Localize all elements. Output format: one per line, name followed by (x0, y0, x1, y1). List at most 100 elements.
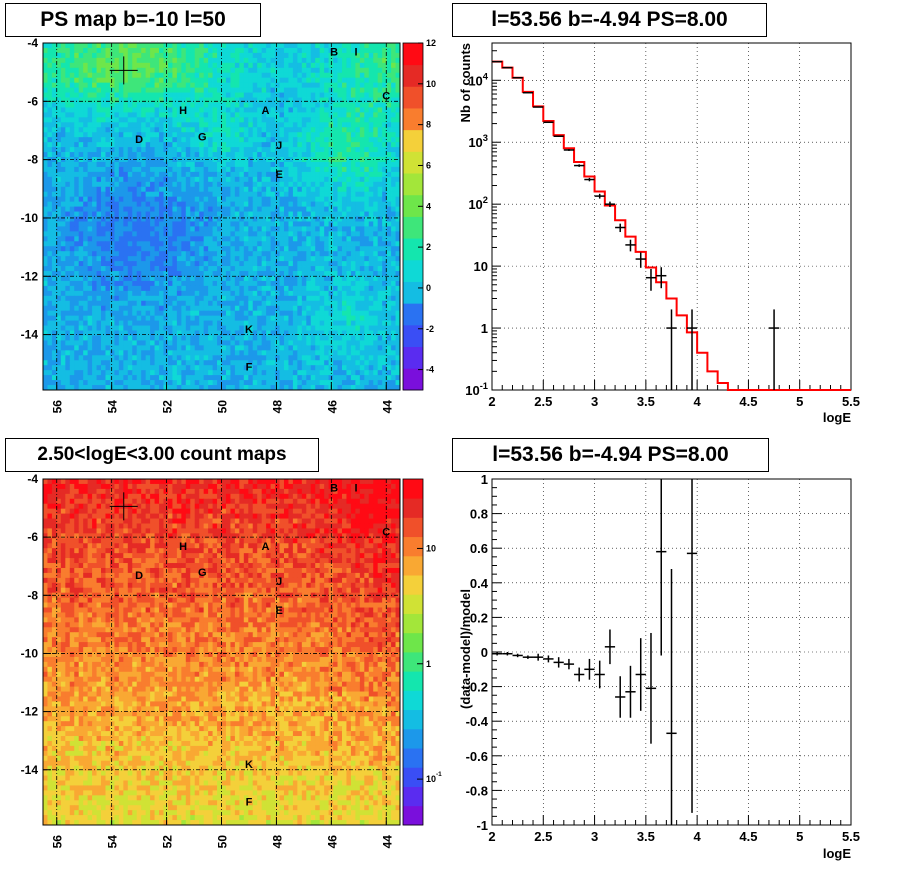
ps-pixel (382, 82, 388, 89)
ps-pixel (359, 320, 365, 326)
ps-pixel (333, 320, 338, 326)
ps-pixel (60, 102, 66, 108)
ps-pixel (150, 57, 155, 64)
ps-pixel (87, 57, 93, 64)
ps-pixel (257, 171, 263, 178)
ps-pixel (373, 285, 379, 292)
ps-pixel (346, 82, 352, 89)
ps-pixel (248, 271, 254, 277)
ps-pixel (109, 191, 115, 198)
ps-pixel (74, 271, 80, 277)
ps-pixel (382, 57, 388, 64)
ps-pixel (319, 47, 325, 54)
ps-pixel (96, 320, 102, 326)
ps-pixel (275, 72, 280, 79)
ps-pixel (167, 251, 173, 257)
ps-pixel (346, 295, 352, 302)
ps-pixel (118, 295, 124, 302)
ps-pixel (310, 271, 316, 277)
ps-pixel (163, 256, 169, 262)
ps-pixel (127, 132, 133, 138)
ps-pixel (92, 231, 97, 237)
ps-pixel (243, 107, 249, 113)
ps-pixel (377, 300, 383, 307)
ps-pixel (181, 57, 187, 64)
ps-pixel (69, 43, 75, 49)
ps-pixel (297, 226, 303, 232)
ps-pixel (43, 231, 48, 237)
ps-pixel (212, 300, 218, 307)
ps-pixel (203, 132, 209, 138)
ps-pixel (87, 186, 93, 193)
ps-pixel (288, 196, 294, 203)
ps-pixel (60, 43, 66, 49)
ps-pixel (96, 221, 102, 227)
ps-pixel (359, 196, 365, 203)
ps-pixel (306, 196, 312, 203)
ps-pixel (355, 117, 361, 123)
ps-pixel (333, 226, 338, 232)
ps-pixel (69, 285, 75, 292)
ps-pixel (297, 251, 303, 257)
ps-pixel (279, 122, 285, 128)
ps-pixel (167, 221, 173, 227)
ps-pixel (306, 47, 312, 54)
ps-pixel (141, 340, 147, 346)
ps-pixel (275, 266, 280, 272)
ps-pixel (297, 211, 303, 217)
ps-pixel (105, 152, 111, 158)
ps-pixel (123, 82, 129, 89)
ps-pixel (83, 43, 89, 49)
ps-pixel (257, 196, 263, 203)
ps-pixel (288, 47, 294, 54)
ps-pixel (127, 107, 133, 113)
ps-pixel (319, 72, 325, 79)
ps-pixel (257, 47, 263, 54)
ps-pixel (283, 62, 289, 69)
ps-pixel (319, 166, 325, 173)
ps-pixel (368, 92, 374, 98)
ps-pixel (87, 325, 93, 331)
ps-pixel (292, 221, 298, 227)
ps-pixel (136, 82, 142, 89)
ps-pixel (199, 216, 205, 222)
ps-pixel (92, 43, 97, 49)
ps-pixel (328, 171, 334, 178)
ps-pixel (203, 161, 209, 168)
ps-pixel (355, 246, 361, 252)
ps-pixel (243, 206, 249, 212)
ps-pixel (382, 77, 388, 84)
ps-pixel (350, 43, 356, 49)
ps-pixel (194, 186, 200, 193)
ps-pixel (306, 97, 312, 103)
ps-pixel (190, 171, 196, 178)
ps-pixel (275, 147, 280, 153)
ps-pixel (230, 320, 236, 326)
ps-pixel (230, 201, 236, 207)
ps-pixel (261, 261, 267, 267)
ps-pixel (212, 152, 218, 158)
ps-pixel (324, 196, 329, 203)
ps-pixel (92, 166, 97, 173)
ps-pixel (324, 266, 329, 272)
ps-pixel (74, 340, 80, 346)
ps-pixel (217, 280, 222, 287)
ps-pixel (172, 261, 178, 267)
ps-pixel (217, 77, 222, 84)
ps-pixel (96, 236, 102, 242)
ps-pixel (185, 340, 191, 346)
ps-pixel (319, 290, 325, 297)
ps-pixel (292, 315, 298, 321)
ps-pixel (266, 122, 271, 128)
ps-pixel (306, 117, 312, 123)
ps-pixel (333, 137, 338, 143)
ps-pixel (283, 310, 289, 317)
ps-pixel (350, 271, 356, 277)
ps-pixel (60, 226, 66, 232)
ps-pixel (105, 97, 111, 103)
ps-pixel (225, 335, 231, 341)
ps-pixel (56, 335, 62, 341)
ps-pixel (310, 335, 316, 341)
ps-pixel (194, 211, 200, 217)
ps-pixel (185, 241, 191, 247)
